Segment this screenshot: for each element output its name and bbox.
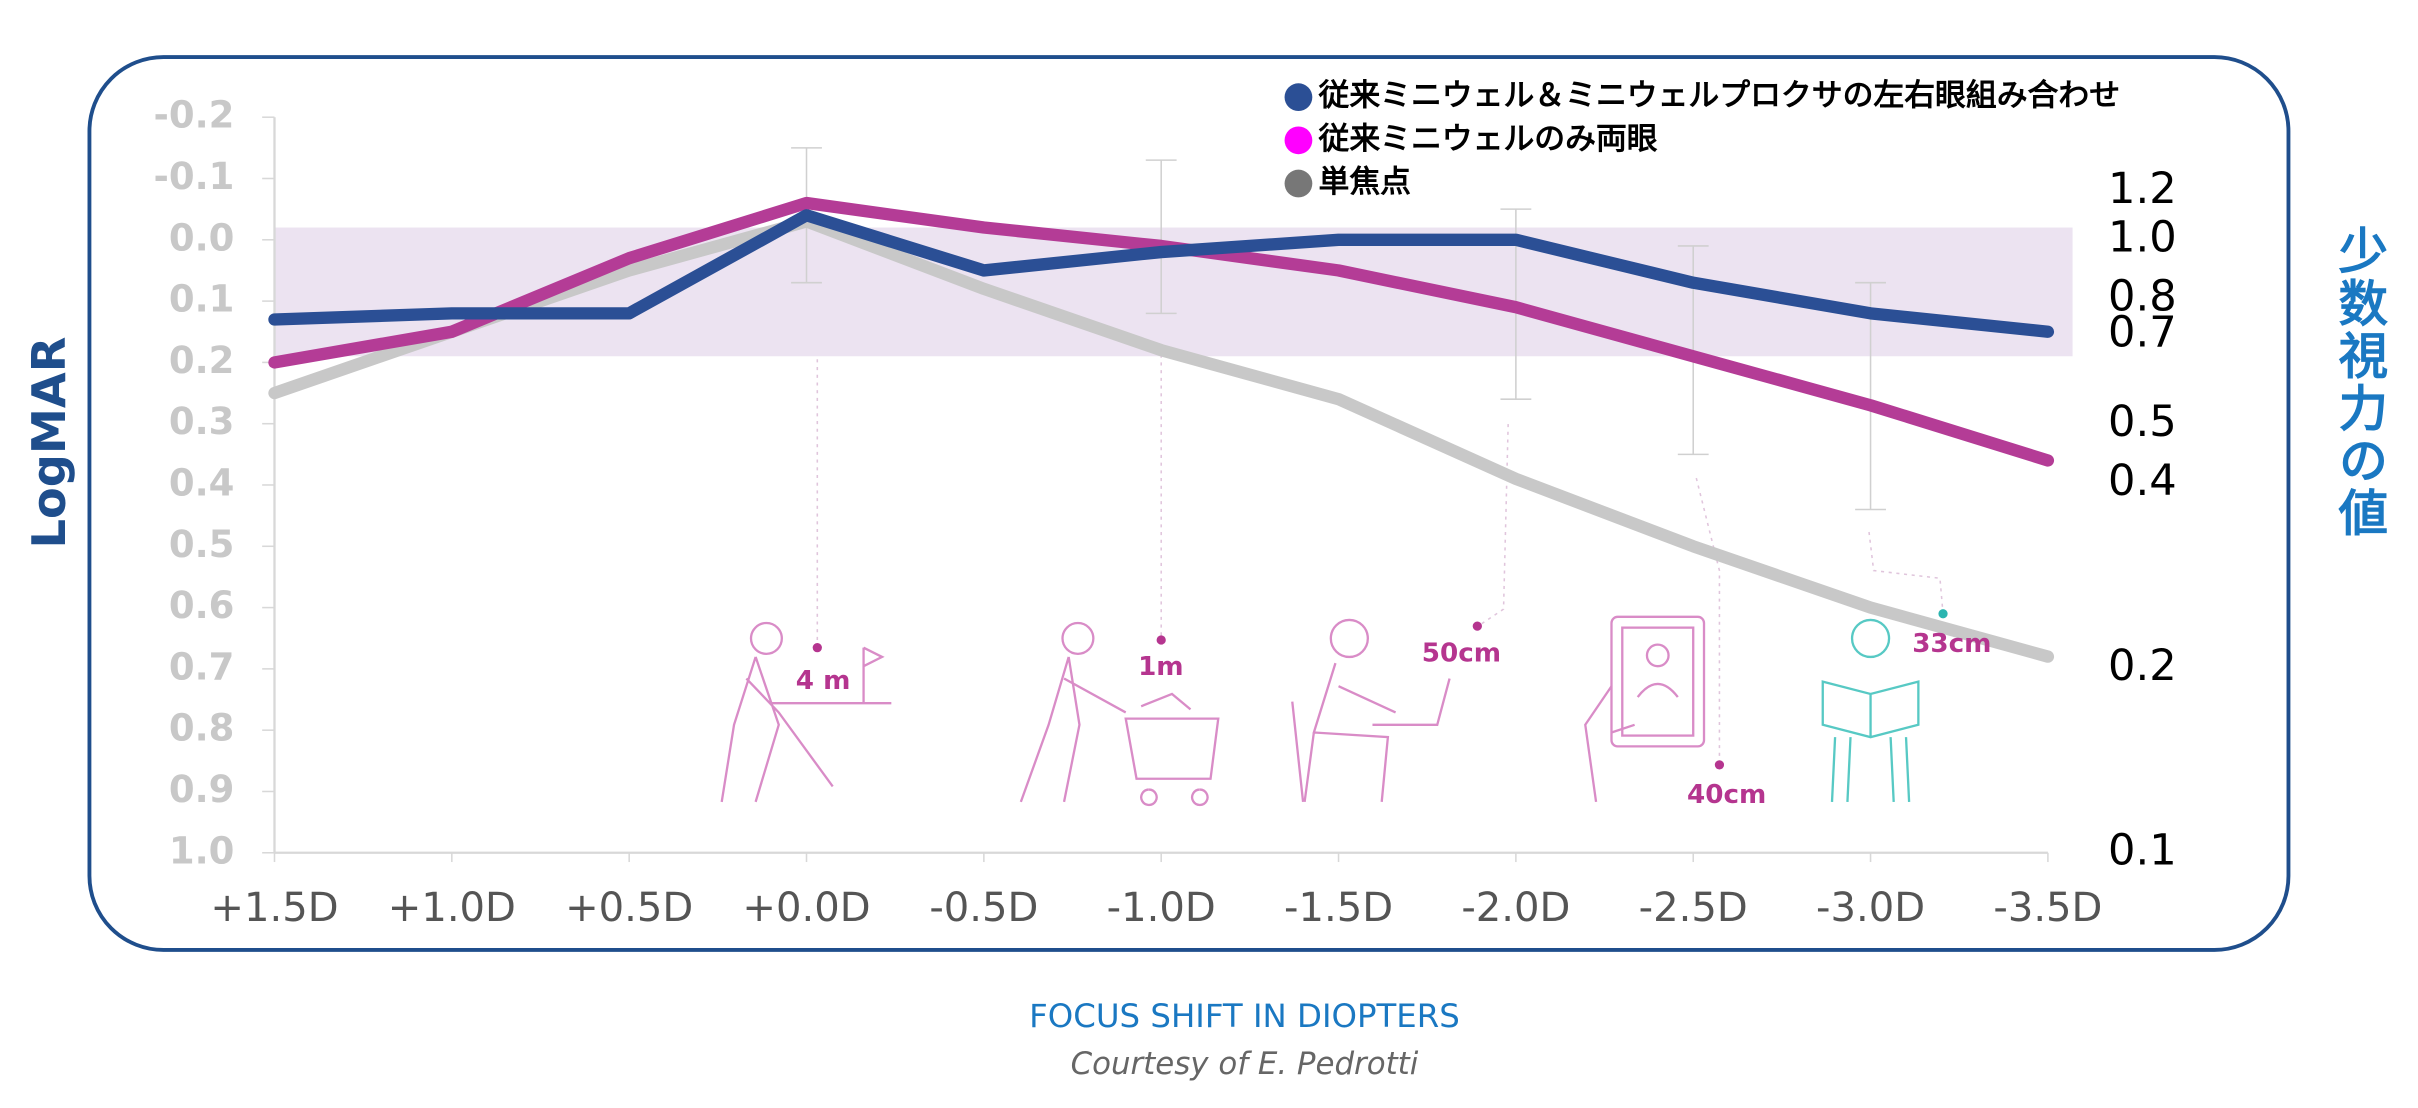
leader-lines (816, 305, 1944, 764)
x-tick-label: -2.5D (1639, 885, 1748, 931)
dot (1472, 621, 1482, 631)
shopper-icon (1019, 621, 1220, 807)
annotation: 1m (1138, 652, 1184, 682)
dot (1938, 609, 1948, 619)
dot (812, 643, 822, 653)
x-tick-label: -3.0D (1816, 885, 1925, 931)
y2-tick-label: 1.0 (2108, 212, 2177, 262)
annotation: 40cm (1687, 780, 1766, 810)
x-tick-label: -2.0D (1461, 885, 1570, 931)
dot (1156, 635, 1166, 645)
y-tick-label: -0.1 (153, 155, 234, 198)
legend-swatch (1284, 126, 1313, 155)
icons (720, 305, 1948, 807)
y-tick-label: 0.3 (169, 400, 235, 443)
legend-swatch (1284, 169, 1313, 198)
y-tick-label: 1.0 (169, 829, 235, 872)
y2-tick-label: 0.5 (2108, 397, 2177, 447)
reader-icon (1821, 618, 1920, 802)
x-tick-label: +0.5D (565, 885, 693, 931)
x-tick-label: +0.0D (742, 885, 870, 931)
desk-icon (1291, 618, 1451, 803)
x-axis-label: FOCUS SHIFT IN DIOPTERS (1029, 997, 1460, 1035)
y2-tick-label: 0.4 (2108, 456, 2177, 506)
y2-tick-label: 0.2 (2108, 641, 2177, 691)
x-tick-label: -3.5D (1993, 885, 2102, 931)
annotation: 33cm (1912, 629, 1991, 659)
y2-tick-label: 0.1 (2108, 825, 2177, 875)
y-tick-label: 0.4 (169, 461, 235, 504)
legend-label: 単焦点 (1318, 164, 1411, 200)
series-line (268, 215, 2055, 663)
dot (1714, 760, 1725, 770)
frame (87, 55, 2291, 952)
y-tick-label: 0.1 (169, 278, 235, 321)
x-tick-label: +1.0D (388, 885, 516, 931)
x-tick-label: +1.5D (210, 885, 338, 931)
footer: Courtesy of E. Pedrotti (1071, 1046, 1419, 1082)
error-bar (1855, 281, 1886, 511)
y-tick-label: 0.6 (169, 584, 235, 627)
x-tick-label: -1.0D (1107, 885, 1216, 931)
legend-label: 従来ミニウェルのみ両眼 (1317, 121, 1657, 157)
y-tick-label: 0.5 (169, 523, 235, 566)
y2-tick-label: 1.2 (2108, 164, 2177, 214)
series-line (268, 209, 2055, 338)
legend-label: 従来ミニウェル＆ミニウェルプロクサの左右眼組み合わせ (1317, 78, 2120, 114)
annotation: 4 m (796, 666, 851, 696)
annotation: 50cm (1422, 638, 1501, 668)
y2-axis-label: 少数視力の値 (2331, 225, 2389, 540)
y2-tick-label: 0.7 (2108, 307, 2177, 357)
y-tick-label: 0.0 (169, 216, 235, 259)
golfer-icon (720, 621, 892, 803)
error-bar (1145, 159, 1177, 315)
x-tick-label: -1.5D (1284, 885, 1393, 931)
y2-tick-label: 0.8 (2108, 272, 2177, 322)
y-tick-label: -0.2 (153, 94, 234, 137)
legend-swatch (1284, 83, 1313, 112)
x-tick-label: -0.5D (929, 885, 1038, 931)
y-tick-label: 0.8 (169, 707, 235, 750)
y-axis-label: LogMAR (22, 337, 76, 549)
y-tick-label: 0.9 (169, 768, 235, 811)
y-tick-label: 0.7 (169, 645, 235, 688)
y-tick-label: 0.2 (169, 339, 235, 382)
tablet-icon (1584, 615, 1706, 803)
